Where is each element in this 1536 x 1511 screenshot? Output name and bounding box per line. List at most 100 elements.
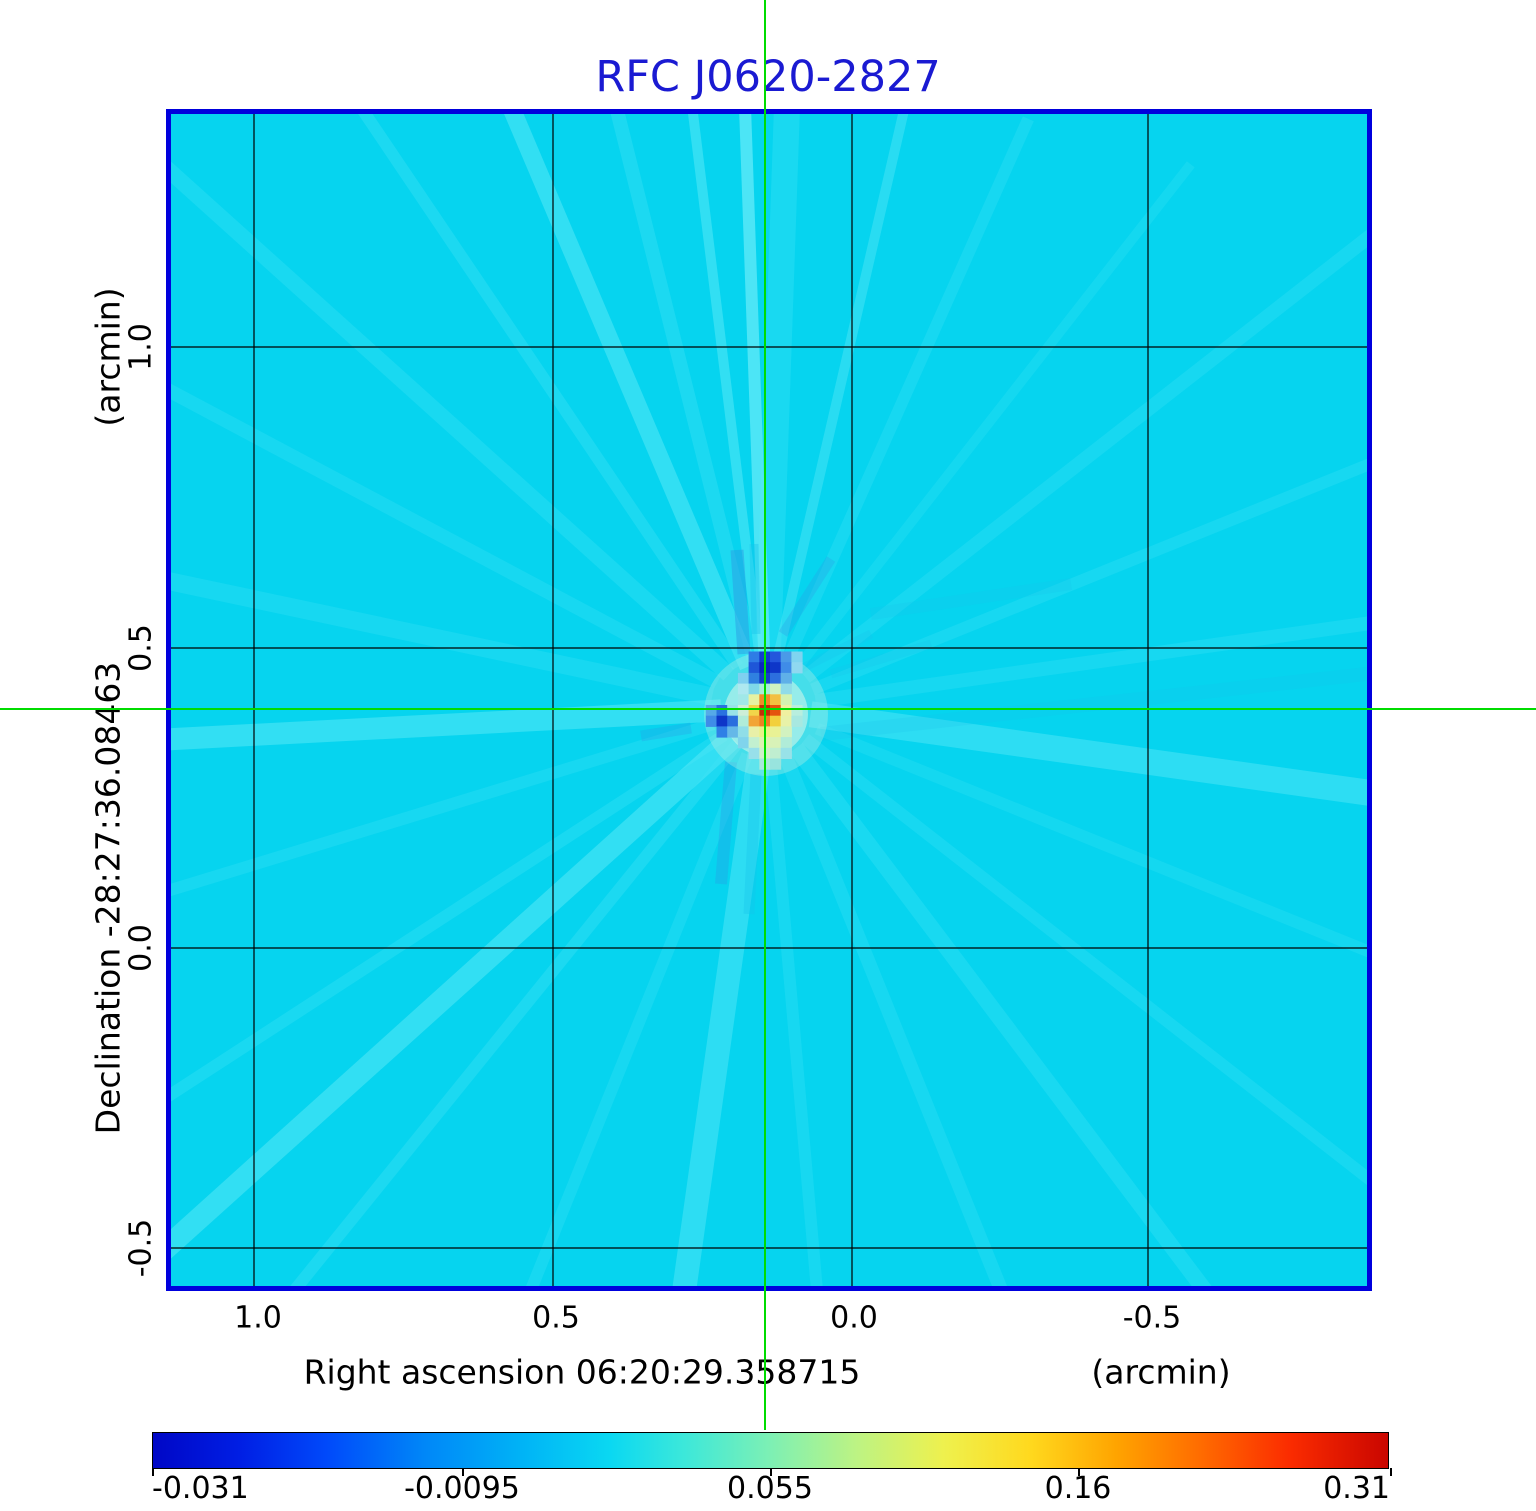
crosshair-vertical-line: [764, 0, 766, 1430]
colorbar-tick-label: 0.055: [727, 1471, 813, 1506]
source-pixel: [780, 747, 792, 759]
negative-sidelobe-streak: [715, 761, 737, 885]
sidelobe-ray: [672, 745, 773, 1286]
sidelobe-ray: [763, 752, 823, 1286]
plot-area: [166, 109, 1372, 1291]
colorbar-tick-label: 0.31: [1323, 1471, 1390, 1506]
sidelobe-ray: [171, 383, 721, 689]
sidelobe-ray: [504, 114, 757, 671]
y-tick-label: 0.5: [123, 624, 159, 672]
source-pixel: [737, 715, 750, 727]
sidelobe-ray: [814, 723, 1367, 958]
x-tick-label: 0.5: [532, 1300, 580, 1336]
sidelobe-ray: [789, 743, 1212, 1286]
source-pixel: [780, 694, 792, 706]
negative-sidelobe-streak: [749, 543, 761, 635]
x-tick-label: 1.0: [234, 1300, 282, 1336]
colorbar-tick-mark: [1390, 1468, 1392, 1476]
sidelobe-ray: [171, 161, 735, 681]
sidelobe-ray: [171, 718, 716, 897]
source-pixel: [770, 726, 782, 738]
source-pixel: [791, 662, 803, 674]
sidelobe-ray: [814, 616, 1367, 708]
source-pixel: [770, 747, 782, 759]
negative-sidelobe-streak: [778, 556, 836, 637]
sidelobe-ray: [526, 752, 753, 1286]
source-pixel: [791, 715, 803, 727]
source-pixel: [770, 758, 782, 770]
source-pixel: [748, 747, 760, 759]
source-pixel: [770, 662, 782, 674]
source-pixel: [780, 715, 792, 727]
source-pixel: [748, 662, 760, 674]
colorbar-tick-mark: [1078, 1468, 1080, 1476]
sidelobe-ray: [739, 114, 771, 669]
sidelobe-ray: [801, 229, 1367, 683]
source-pixel: [748, 705, 760, 717]
source-pixel: [737, 705, 750, 717]
y-tick-label: -0.5: [123, 1218, 159, 1278]
source-pixel: [780, 651, 792, 663]
source-pixel: [780, 726, 792, 738]
sidelobe-ray: [171, 572, 715, 706]
colorbar: [152, 1432, 1389, 1469]
source-pixel: [705, 705, 717, 717]
source-pixel: [748, 715, 760, 727]
sidelobe-ray: [778, 751, 1008, 1286]
source-pixel: [716, 715, 728, 727]
source-pixel: [770, 672, 782, 685]
radio-map-image: [171, 114, 1367, 1286]
sidelobe-ray: [290, 739, 743, 1286]
negative-sidelobe-streak: [870, 578, 1072, 620]
source-pixel: [780, 672, 792, 685]
sidelobe-ray: [171, 699, 722, 751]
source-pixel: [791, 651, 803, 663]
source-pixel: [727, 726, 739, 738]
source-pixel: [716, 705, 728, 717]
source-pixel: [770, 715, 782, 727]
source-pixel: [748, 651, 760, 663]
negative-sidelobe-streak: [829, 639, 933, 679]
sidelobe-ray: [754, 114, 800, 669]
source-pixel: [791, 705, 803, 717]
y-tick-label: 1.0: [123, 323, 159, 371]
source-pixel: [727, 705, 739, 717]
negative-sidelobe-streak: [820, 667, 1367, 741]
source-pixel: [748, 672, 760, 685]
source-pixel: [780, 705, 792, 717]
sidelobe-ray: [808, 701, 1367, 806]
y-axis-label: Declination -28:27:36.08463: [88, 661, 128, 1135]
sidelobe-ray: [778, 116, 1034, 670]
source-pixel: [748, 683, 760, 695]
x-axis-unit-label: (arcmin): [1091, 1352, 1231, 1392]
sidelobe-ray: [810, 458, 1367, 695]
colorbar-tick-mark: [152, 1468, 154, 1476]
negative-sidelobe-streak: [730, 549, 751, 655]
source-pixel: [770, 651, 782, 663]
source-pixel: [748, 694, 760, 706]
colorbar-tick-mark: [462, 1468, 464, 1476]
colorbar-tick-mark: [770, 1468, 772, 1476]
sidelobe-ray: [688, 114, 767, 669]
negative-sidelobe-streak: [640, 722, 692, 742]
source-pixel: [780, 683, 792, 695]
colorbar-tick-label: -0.0095: [404, 1471, 520, 1506]
colorbar-tick-label: 0.16: [1044, 1471, 1112, 1506]
source-pixel: [770, 737, 782, 749]
source-pixel: [705, 715, 717, 727]
figure-title: RFC J0620-2827: [595, 52, 941, 102]
x-tick-label: -0.5: [1122, 1300, 1182, 1336]
source-pixel: [737, 737, 750, 749]
sidelobe-ray: [770, 114, 909, 671]
x-axis-label: Right ascension 06:20:29.358715: [303, 1352, 861, 1392]
source-pixel: [737, 683, 750, 695]
negative-sidelobe-streak: [796, 629, 874, 675]
source-pixel: [727, 715, 739, 727]
source-pixel: [770, 683, 782, 695]
sidelobe-ray: [792, 161, 1195, 672]
source-pixel: [780, 737, 792, 749]
source-pixel: [748, 726, 760, 738]
source-pixel: [748, 737, 760, 749]
source-pixel: [780, 662, 792, 674]
